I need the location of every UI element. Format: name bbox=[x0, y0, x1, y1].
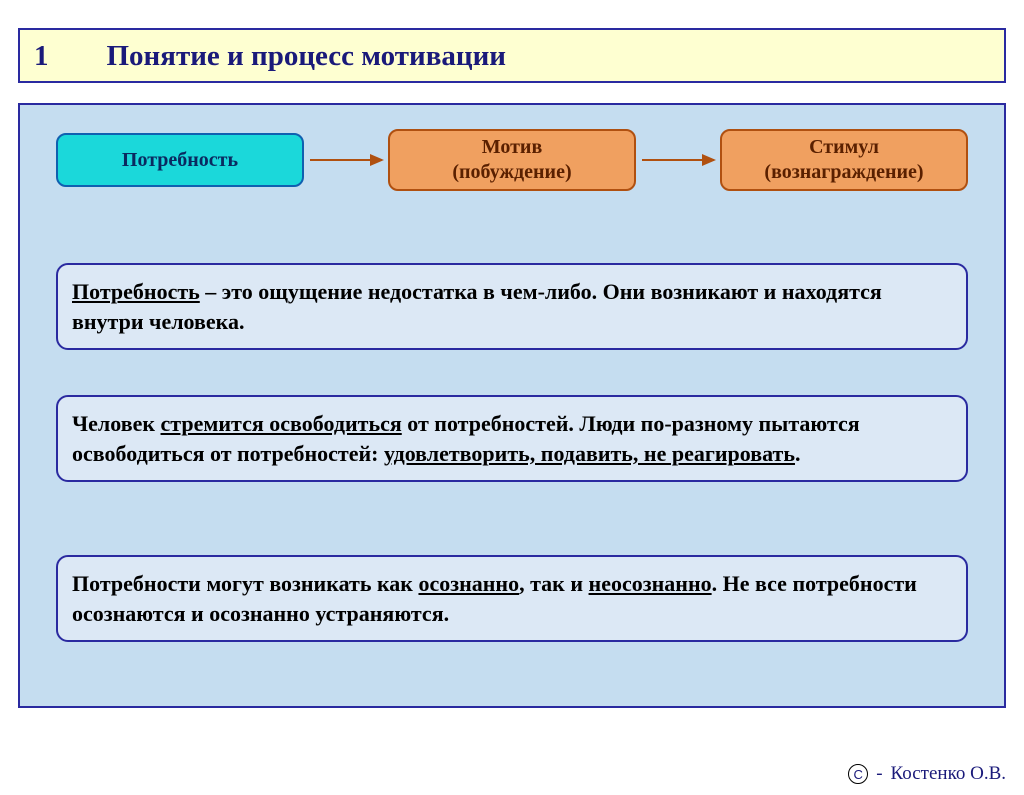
tb3-c: , так и bbox=[519, 571, 588, 596]
tb1-term: Потребность bbox=[72, 279, 200, 304]
tb2-e: . bbox=[795, 441, 801, 466]
arrow-icon bbox=[310, 159, 382, 161]
flow-box-motive: Мотив (побуждение) bbox=[388, 129, 636, 191]
footer-dash: - bbox=[876, 763, 882, 785]
arrow-icon bbox=[642, 159, 714, 161]
tb2-b: стремится освободиться bbox=[161, 411, 402, 436]
flow-box-stimulus-l1: Стимул bbox=[809, 135, 879, 160]
tb3-b: осознанно bbox=[418, 571, 519, 596]
title-bar: 1 Понятие и процесс мотивации bbox=[18, 28, 1006, 83]
tb2-d: удовлетворить, подавить, не реагировать bbox=[384, 441, 795, 466]
flow-box-stimulus: Стимул (вознаграждение) bbox=[720, 129, 968, 191]
flow-box-motive-l1: Мотив bbox=[482, 135, 543, 160]
textbox-definition: Потребность – это ощущение недостатка в … bbox=[56, 263, 968, 350]
footer: C - Костенко О.В. bbox=[848, 763, 1006, 785]
tb3-d: неосознанно bbox=[589, 571, 712, 596]
flow-box-need-label: Потребность bbox=[122, 148, 238, 173]
title-text: Понятие и процесс мотивации bbox=[107, 40, 507, 73]
title-number: 1 bbox=[34, 40, 49, 73]
tb2-a: Человек bbox=[72, 411, 161, 436]
tb3-a: Потребности могут возникать как bbox=[72, 571, 418, 596]
flow-box-need: Потребность bbox=[56, 133, 304, 187]
copyright-icon: C bbox=[848, 764, 868, 784]
textbox-release: Человек стремится освободиться от потреб… bbox=[56, 395, 968, 482]
textbox-awareness: Потребности могут возникать как осознанн… bbox=[56, 555, 968, 642]
footer-author: Костенко О.В. bbox=[891, 763, 1006, 785]
flow-row: Потребность Мотив (побуждение) Стимул (в… bbox=[56, 129, 968, 191]
flow-box-stimulus-l2: (вознаграждение) bbox=[764, 160, 923, 185]
main-panel: Потребность Мотив (побуждение) Стимул (в… bbox=[18, 103, 1006, 708]
flow-box-motive-l2: (побуждение) bbox=[452, 160, 571, 185]
